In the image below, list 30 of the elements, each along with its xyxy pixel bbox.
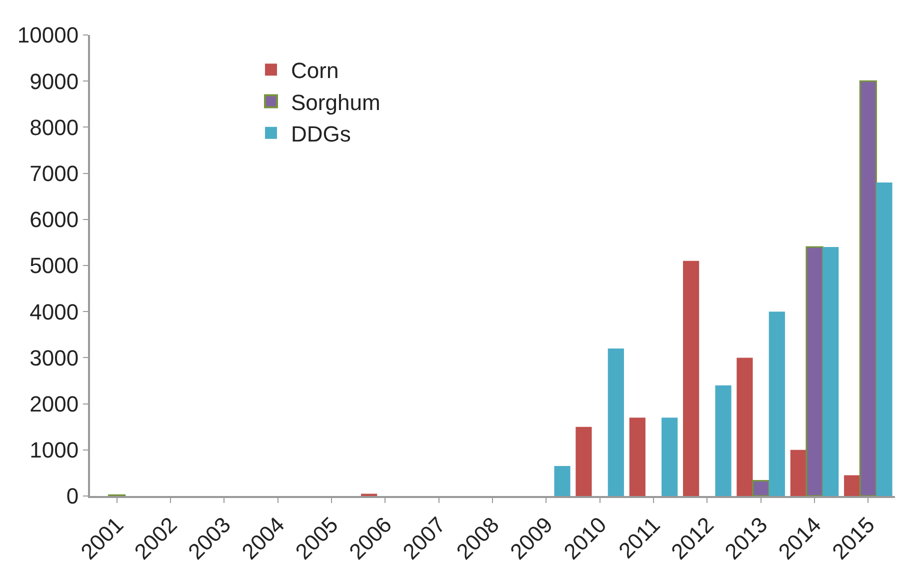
bar — [876, 182, 892, 496]
y-tick-label: 9000 — [30, 68, 79, 94]
legend-label: Corn — [291, 58, 339, 84]
bar — [715, 385, 732, 496]
bar — [554, 466, 570, 496]
bar — [806, 246, 824, 496]
bar — [790, 450, 806, 496]
y-tick-label: 5000 — [30, 253, 79, 278]
y-tick-label: 10000 — [17, 22, 79, 48]
y-tick-label: 4000 — [30, 299, 79, 324]
bar — [662, 418, 678, 496]
y-tick-label: 3000 — [30, 345, 79, 370]
bar — [822, 247, 839, 496]
bar — [736, 358, 753, 496]
bar — [608, 348, 624, 496]
y-tick-label: 0 — [66, 484, 79, 509]
bar — [629, 418, 646, 496]
bar — [859, 80, 877, 496]
bar — [752, 480, 770, 496]
y-tick-label: 8000 — [30, 114, 79, 140]
y-tick-label: 6000 — [30, 207, 79, 232]
bar — [683, 260, 700, 496]
bar — [768, 312, 785, 496]
y-tick-label: 2000 — [30, 392, 79, 416]
bar — [844, 475, 860, 496]
bar — [576, 426, 592, 496]
legend-label: DDGs — [291, 121, 351, 146]
legend-label: Sorghum — [291, 90, 380, 115]
y-tick-label: 1000 — [30, 438, 79, 463]
y-tick-label: 7000 — [30, 161, 79, 186]
